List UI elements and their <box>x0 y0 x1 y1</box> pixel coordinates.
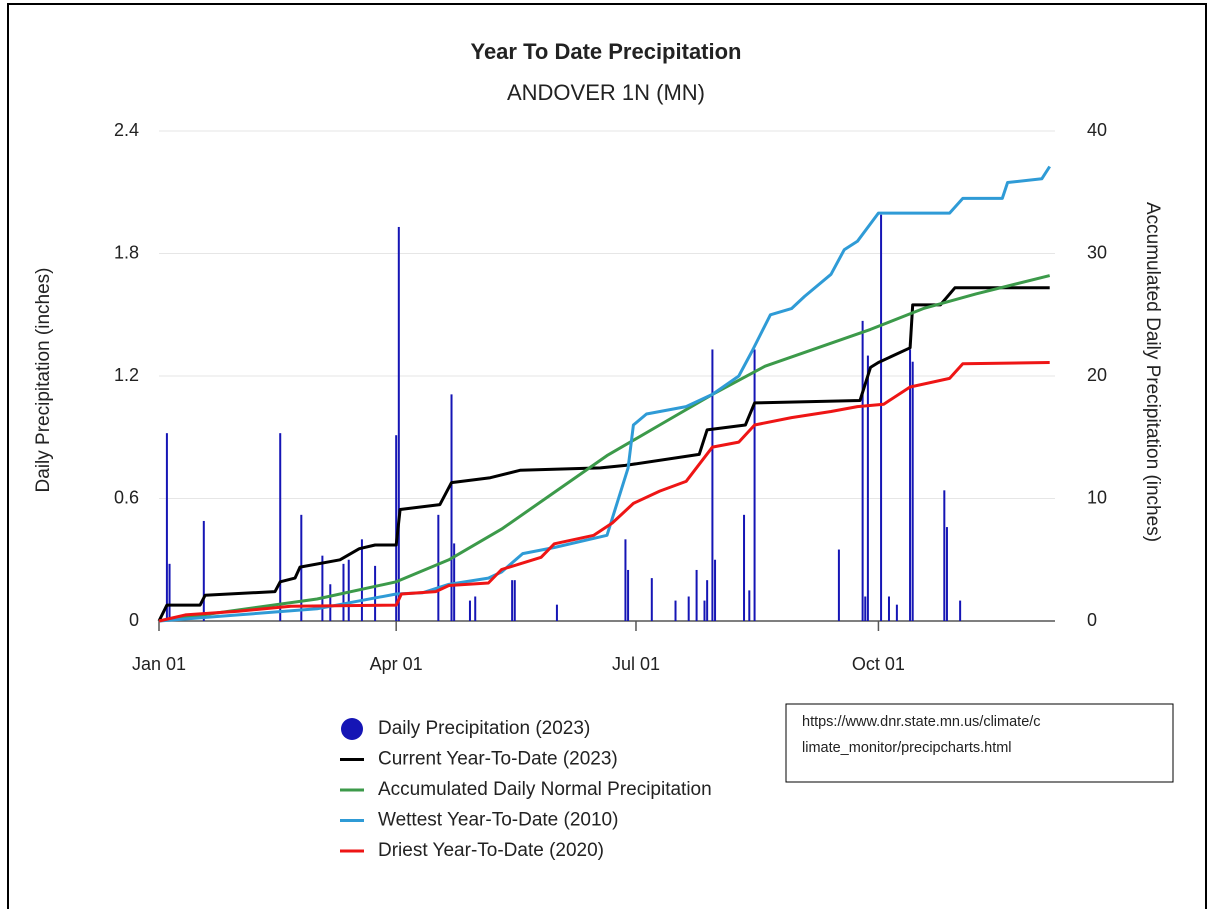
precip-bar <box>743 514 746 621</box>
precip-bar <box>864 596 867 621</box>
ytd-line <box>158 165 1051 623</box>
legend-label: Driest Year-To-Date (2020) <box>378 840 604 861</box>
precip-bar <box>202 520 205 621</box>
legend-label: Daily Precipitation (2023) <box>378 718 590 739</box>
precip-bar <box>511 580 514 621</box>
precip-bar <box>168 563 171 621</box>
y2-tick-label: 10 <box>1087 487 1107 507</box>
precip-bar <box>714 559 717 621</box>
precip-bar <box>866 355 869 621</box>
precip-bar <box>650 578 653 621</box>
precip-bar <box>165 433 168 621</box>
chart-title: Year To Date Precipitation <box>470 39 741 64</box>
ytd-line <box>157 286 1050 622</box>
ytd-line <box>158 361 1050 623</box>
precip-bar <box>837 549 840 621</box>
precip-bar <box>347 559 350 621</box>
legend-label: Wettest Year-To-Date (2010) <box>378 810 618 831</box>
ytd-line <box>158 274 1051 623</box>
precip-bar <box>627 569 630 621</box>
precip-bar <box>624 539 627 621</box>
precip-bar <box>753 349 756 621</box>
precip-bar <box>374 565 377 621</box>
y2-tick-label: 0 <box>1087 610 1097 630</box>
precip-bar <box>468 600 471 621</box>
y-axis-title: Daily Precipitation (inches) <box>33 268 54 493</box>
legend-label: Accumulated Daily Normal Precipitation <box>378 779 712 800</box>
y-tick-label: 1.2 <box>114 365 139 385</box>
y-tick-label: 0 <box>129 610 139 630</box>
y-tick-label: 0.6 <box>114 487 139 507</box>
precip-bar <box>945 527 948 621</box>
precip-bar <box>695 569 698 621</box>
precip-bar <box>909 349 912 621</box>
precip-bar <box>911 361 914 621</box>
x-tick-label: Jul 01 <box>612 654 660 674</box>
precip-bar <box>395 435 398 621</box>
chart-subtitle: ANDOVER 1N (MN) <box>507 80 705 105</box>
precip-bar <box>360 539 363 621</box>
y2-axis-title: Accumulated Daily Precipitation (inches) <box>1142 202 1163 542</box>
precip-bar <box>687 596 690 621</box>
y2-tick-label: 40 <box>1087 120 1107 140</box>
x-tick-label: Jan 01 <box>132 654 186 674</box>
precip-bar <box>711 349 714 621</box>
frame <box>7 3 1207 909</box>
precip-bar <box>959 600 962 621</box>
precip-bar <box>703 600 706 621</box>
precip-bar <box>555 604 558 621</box>
y-tick-label: 1.8 <box>114 242 139 262</box>
x-tick-label: Apr 01 <box>370 654 423 674</box>
precip-bar <box>437 514 440 621</box>
precip-bar <box>880 214 883 622</box>
source-note: limate_monitor/precipcharts.html <box>802 740 1012 756</box>
precip-bar <box>397 226 400 622</box>
precip-bar <box>474 596 477 621</box>
source-note: https://www.dnr.state.mn.us/climate/c <box>802 714 1041 730</box>
legend-symbol <box>341 718 363 740</box>
y-tick-label: 2.4 <box>114 120 139 140</box>
precip-bar <box>706 580 709 621</box>
precip-bar <box>887 596 890 621</box>
precip-bar <box>674 600 677 621</box>
precip-bar <box>329 584 332 621</box>
precip-bar <box>450 394 453 621</box>
precip-bar <box>279 433 282 621</box>
precip-bar <box>895 604 898 621</box>
precip-bar <box>321 555 324 621</box>
y2-tick-label: 30 <box>1087 242 1107 262</box>
x-tick-label: Oct 01 <box>852 654 905 674</box>
precip-bar <box>748 590 751 621</box>
precip-bar <box>861 320 864 621</box>
legend-label: Current Year-To-Date (2023) <box>378 749 618 770</box>
precip-bar <box>513 580 516 621</box>
precip-bar <box>943 490 946 621</box>
source-box <box>785 703 1174 783</box>
y2-tick-label: 20 <box>1087 365 1107 385</box>
